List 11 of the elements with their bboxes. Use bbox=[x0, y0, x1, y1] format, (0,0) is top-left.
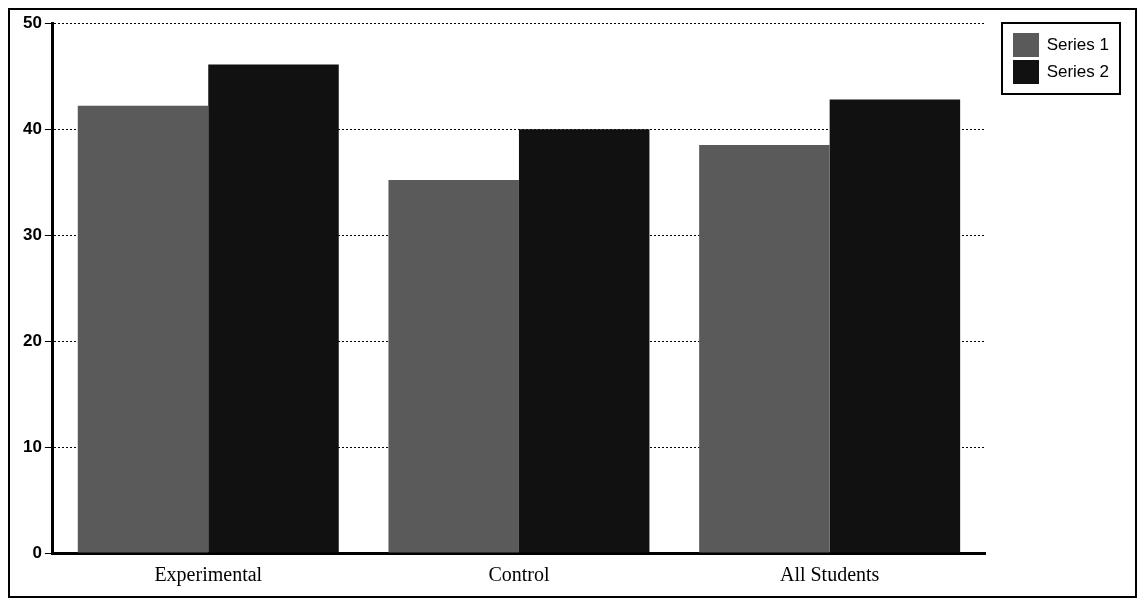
y-tick-label: 50 bbox=[22, 12, 42, 32]
x-tick-label: All Students bbox=[779, 563, 880, 586]
legend-label: Series 1 bbox=[1046, 35, 1109, 55]
y-tick-label: 40 bbox=[22, 118, 42, 138]
y-tick-label: 20 bbox=[22, 330, 42, 350]
x-tick-label: Experimental bbox=[154, 563, 263, 587]
y-tick-label: 30 bbox=[22, 224, 42, 244]
legend-label: Series 2 bbox=[1046, 62, 1109, 82]
y-tick-label: 10 bbox=[22, 436, 42, 456]
y-tick-label: 0 bbox=[32, 542, 42, 562]
x-tick-label: Control bbox=[488, 563, 550, 586]
